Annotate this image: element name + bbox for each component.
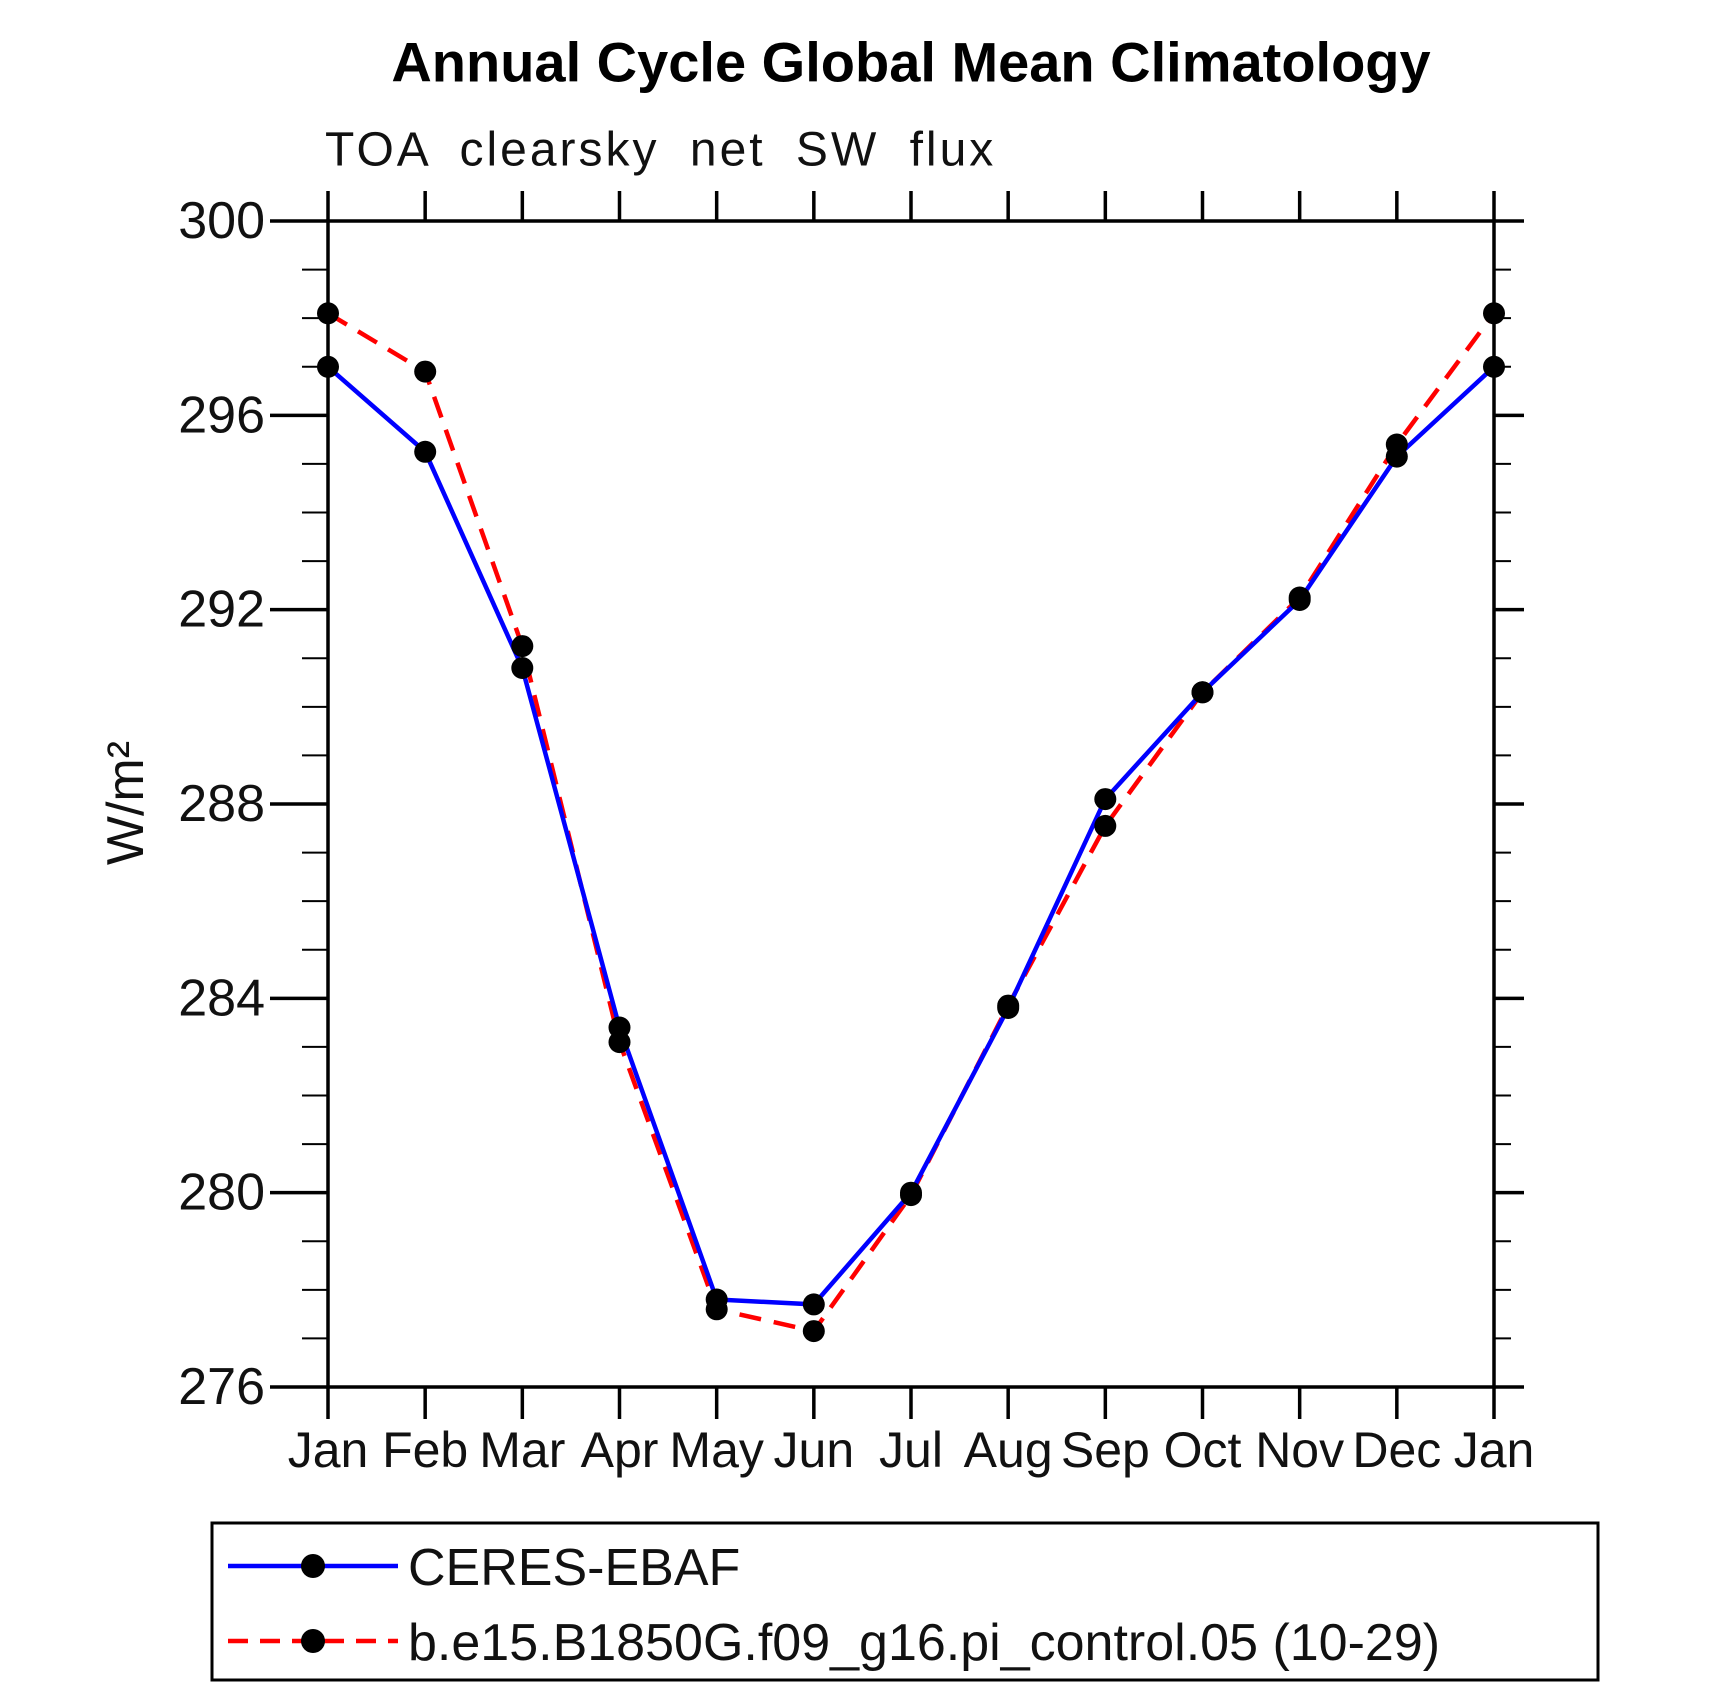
legend-marker-model xyxy=(301,1629,325,1653)
legend-label-model: b.e15.B1850G.f09_g16.pi_control.05 (10-2… xyxy=(408,1614,1440,1672)
data-point-marker-s1-0 xyxy=(317,302,339,325)
data-point-marker-s1-10 xyxy=(1288,586,1311,609)
legend-entry-ceres-ebaf: CERES-EBAF xyxy=(228,1539,740,1597)
data-point-marker-s1-3 xyxy=(608,1031,631,1054)
y-tick-label: 276 xyxy=(178,1358,265,1416)
series-lines xyxy=(326,311,1496,1334)
data-point-marker-s1-6 xyxy=(900,1184,922,1207)
x-tick-label: Jan xyxy=(288,1422,369,1478)
data-point-marker-s0-12 xyxy=(1483,355,1505,378)
x-tick-label: Feb xyxy=(382,1422,468,1478)
y-tick-label: 300 xyxy=(178,192,265,250)
x-tick-label: Dec xyxy=(1352,1422,1441,1478)
y-axis-title: W/m² xyxy=(97,741,155,865)
legend-box: CERES-EBAF b.e15.B1850G.f09_g16.pi_contro… xyxy=(210,1521,1600,1682)
data-point-marker-s0-5 xyxy=(802,1293,825,1316)
x-tick-label: Aug xyxy=(964,1422,1053,1478)
x-axis: Jan Feb Mar Apr May Jun Jul Aug Sep Oct Nov Dec Jan xyxy=(288,191,1535,1478)
data-point-marker-s1-11 xyxy=(1385,433,1408,456)
x-tick-label: Apr xyxy=(581,1422,659,1478)
data-point-marker-s0-0 xyxy=(317,355,339,378)
chart-subtitle: TOA clearsky net SW flux xyxy=(325,124,996,177)
x-tick-label: May xyxy=(669,1422,763,1478)
data-point-marker-s1-7 xyxy=(997,994,1020,1017)
legend-label-ceres-ebaf: CERES-EBAF xyxy=(408,1539,740,1597)
data-point-marker-s0-2 xyxy=(511,657,534,679)
x-tick-label: Sep xyxy=(1061,1422,1150,1478)
legend-entry-model: b.e15.B1850G.f09_g16.pi_control.05 (10-2… xyxy=(228,1614,1440,1672)
data-point-marker-s1-9 xyxy=(1191,681,1214,704)
chart-title: Annual Cycle Global Mean Climatology xyxy=(391,31,1430,94)
data-point-marker-s1-5 xyxy=(802,1320,825,1343)
data-point-marker-s1-1 xyxy=(414,360,437,383)
x-tick-label: Oct xyxy=(1164,1422,1242,1478)
x-tick-label: Jan xyxy=(1454,1422,1535,1478)
legend-border xyxy=(210,1521,1600,1682)
y-tick-label: 292 xyxy=(178,581,265,639)
x-tick-label: Nov xyxy=(1255,1422,1344,1478)
x-tick-label: Mar xyxy=(479,1422,565,1478)
data-point-marker-s1-8 xyxy=(1094,814,1117,837)
y-tick-label: 280 xyxy=(178,1164,265,1222)
series-line-model xyxy=(326,311,1496,1334)
y-tick-label: 284 xyxy=(178,969,265,1027)
plot-border xyxy=(326,219,1496,1389)
x-tick-label: Jun xyxy=(774,1422,855,1478)
data-point-marker-s1-2 xyxy=(511,635,534,658)
y-tick-label: 288 xyxy=(178,775,265,833)
data-point-marker-s1-12 xyxy=(1483,302,1505,325)
data-point-marker-s0-1 xyxy=(414,440,437,463)
y-tick-label: 296 xyxy=(178,386,265,444)
y-axis: 276 280 284 288 292 296 300 xyxy=(178,192,1524,1416)
series-markers xyxy=(317,302,1505,1343)
series-line-ceres-ebaf xyxy=(326,365,1496,1307)
x-tick-label: Jul xyxy=(879,1422,943,1478)
data-point-marker-s1-4 xyxy=(705,1298,728,1321)
legend-marker-ceres-ebaf xyxy=(301,1554,325,1578)
data-point-marker-s0-8 xyxy=(1094,788,1117,811)
plot-frame xyxy=(326,219,1496,1389)
